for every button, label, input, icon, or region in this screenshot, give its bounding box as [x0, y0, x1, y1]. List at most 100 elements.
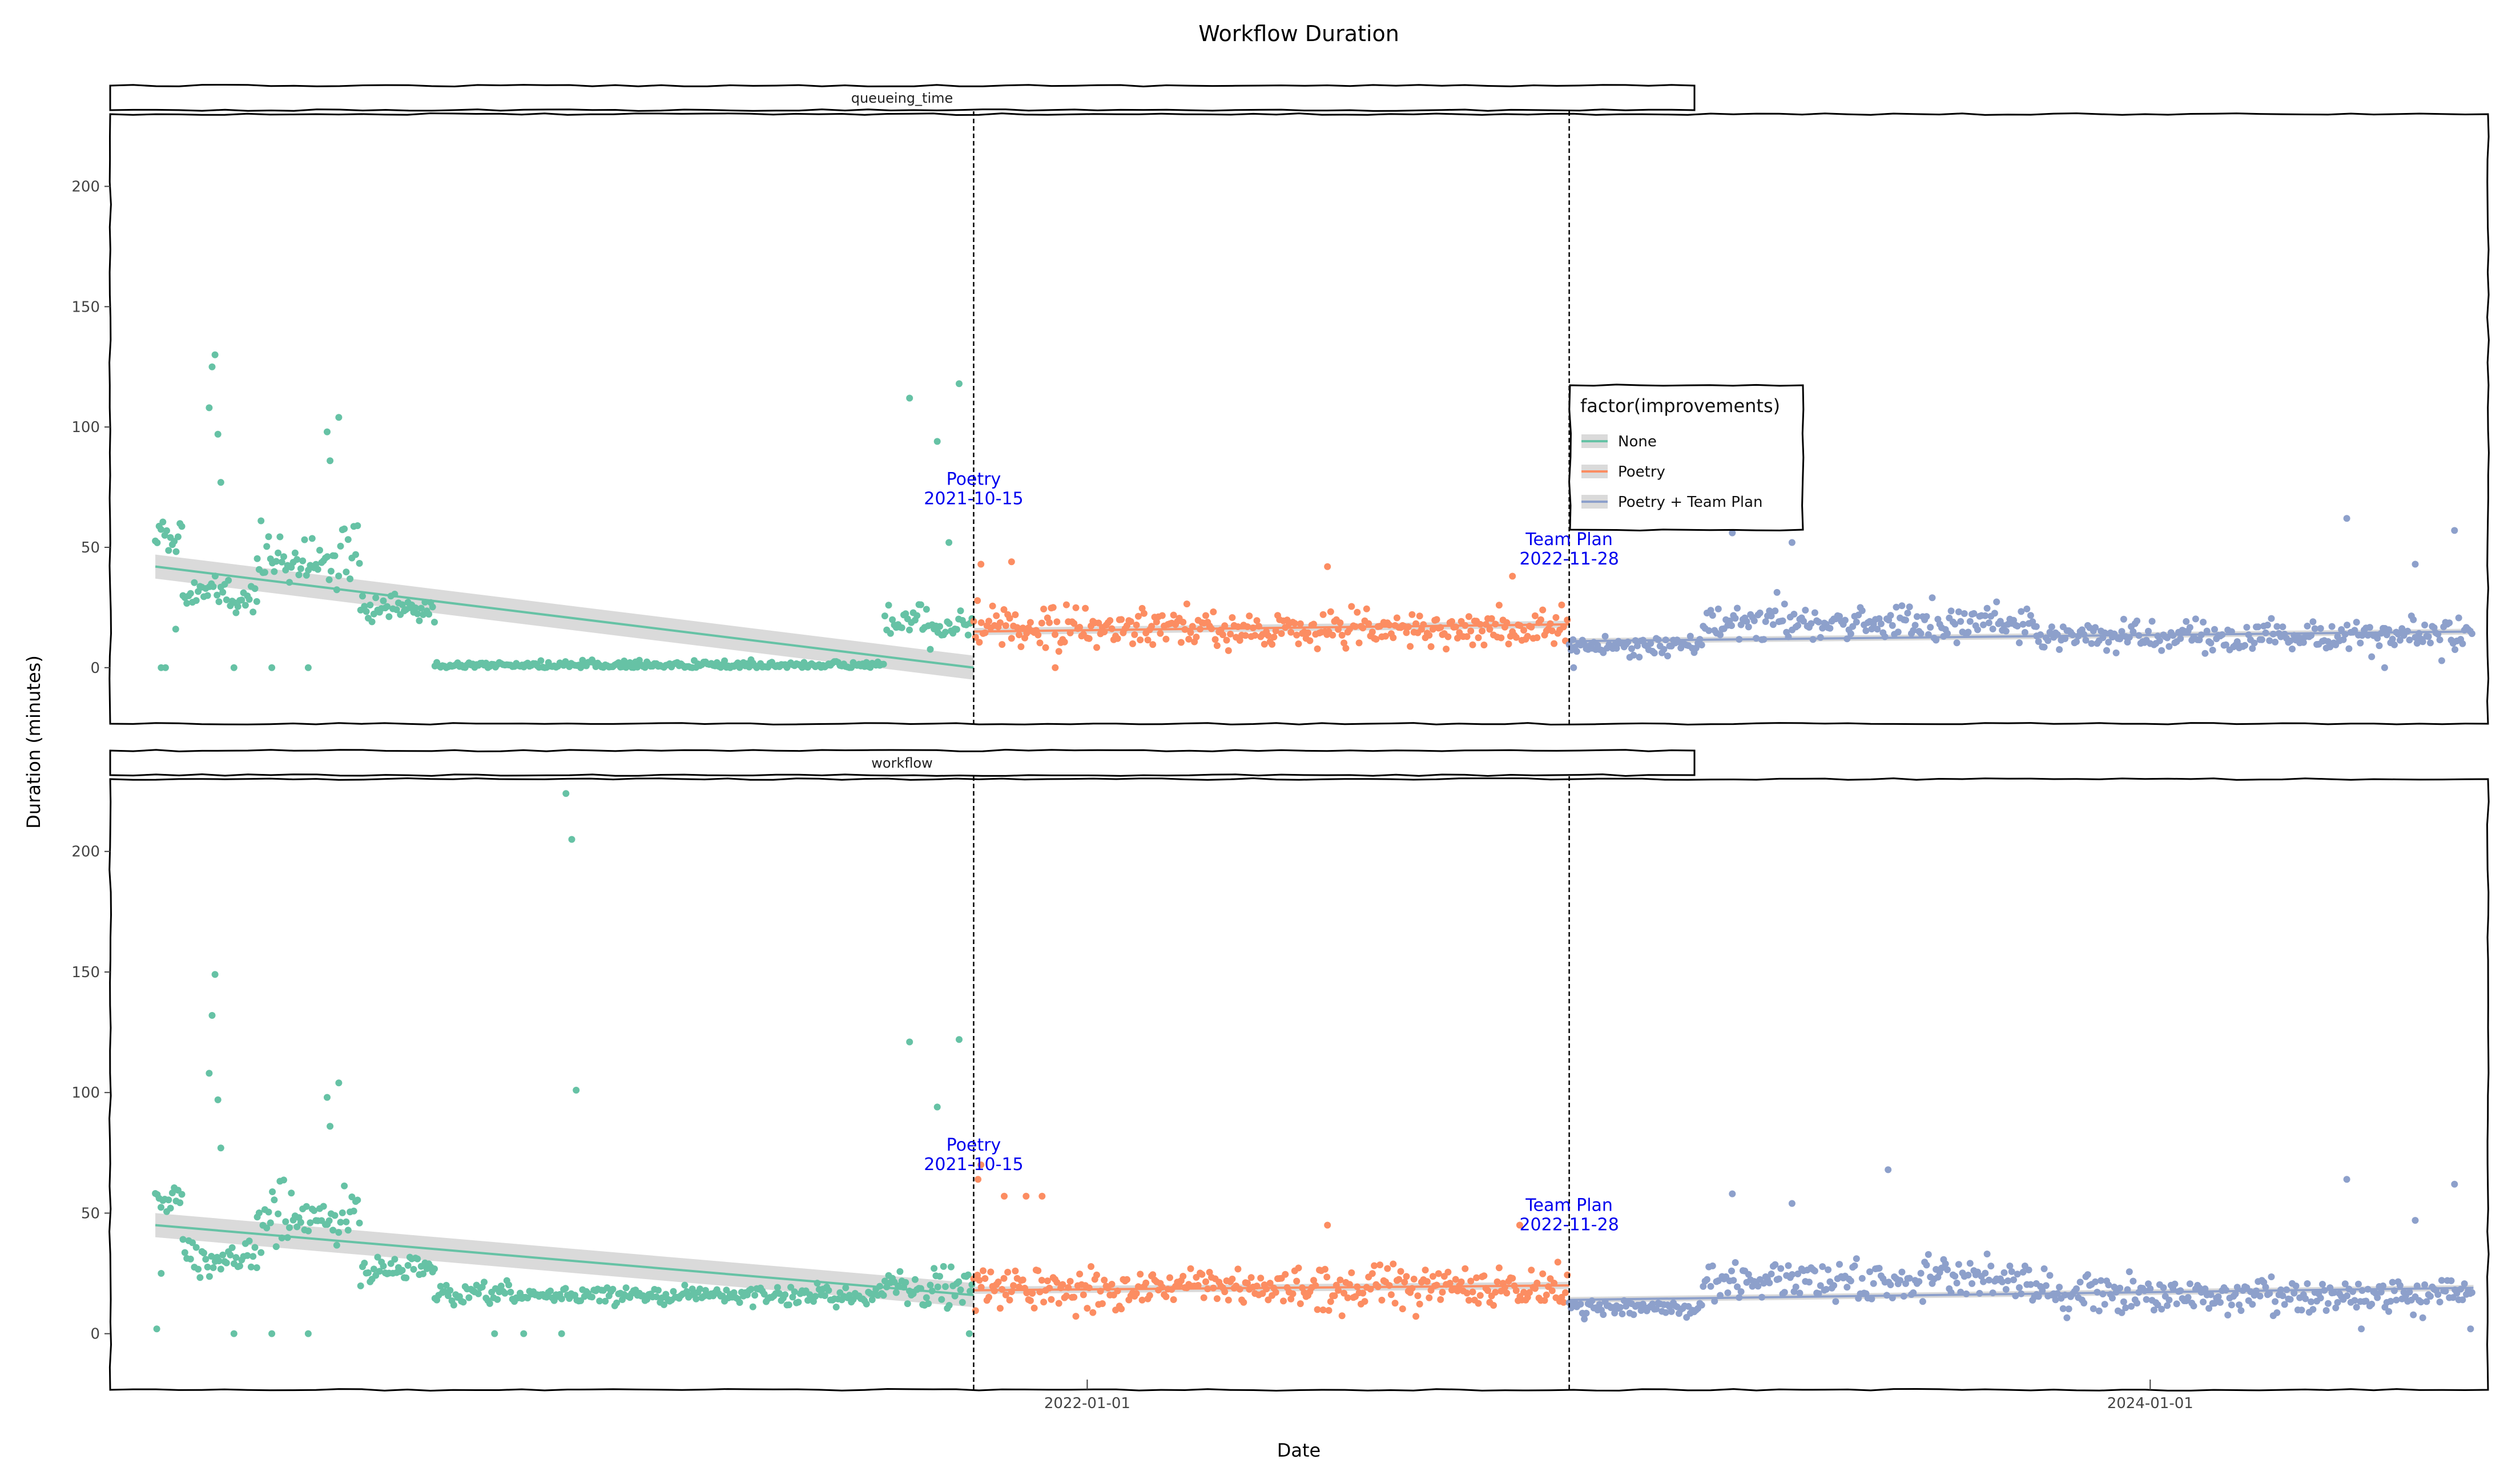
- data-point: [2073, 638, 2080, 646]
- data-point: [927, 1281, 934, 1289]
- data-point: [1085, 635, 1093, 642]
- data-point: [1019, 1276, 1026, 1284]
- data-point: [1221, 622, 1229, 630]
- data-point: [1010, 1282, 1017, 1289]
- data-point: [431, 1265, 438, 1272]
- data-point: [333, 1241, 340, 1249]
- data-point: [1790, 611, 1798, 618]
- data-point: [2183, 618, 2190, 625]
- data-point: [1775, 1275, 1782, 1283]
- y-axis-label: Duration (minutes): [23, 655, 45, 829]
- data-point: [301, 536, 308, 543]
- data-point: [917, 1285, 924, 1292]
- data-point: [327, 567, 335, 575]
- data-point: [1029, 1290, 1036, 1297]
- data-point: [1359, 1289, 1367, 1297]
- data-point: [249, 1253, 257, 1260]
- data-point: [955, 1278, 963, 1285]
- data-point: [1427, 1287, 1435, 1294]
- legend-entry-label: Poetry + Team Plan: [1618, 494, 1763, 511]
- data-point: [2095, 1307, 2103, 1314]
- data-point: [1700, 1283, 1707, 1290]
- data-point: [2147, 1285, 2154, 1292]
- data-point: [1070, 620, 1078, 627]
- data-point: [1384, 1265, 1391, 1272]
- data-point: [1229, 614, 1236, 621]
- data-point: [245, 596, 253, 603]
- data-point: [2394, 631, 2402, 638]
- data-point: [951, 1292, 959, 1300]
- data-point: [1583, 1309, 1590, 1317]
- data-point: [1989, 1289, 1996, 1297]
- data-point: [1052, 631, 1058, 638]
- data-point: [187, 590, 194, 597]
- data-point: [267, 1219, 274, 1227]
- data-point: [1448, 618, 1455, 625]
- data-point: [202, 1256, 210, 1263]
- data-point: [2311, 625, 2318, 632]
- data-point: [2116, 635, 2124, 643]
- data-point: [1531, 612, 1539, 619]
- data-point: [293, 556, 301, 563]
- data-point: [1982, 1269, 1989, 1277]
- data-point: [2109, 1295, 2116, 1302]
- data-point: [308, 535, 316, 542]
- data-point: [172, 548, 180, 555]
- data-point: [2344, 1292, 2351, 1300]
- data-point: [337, 542, 344, 550]
- data-point: [404, 1262, 412, 1269]
- data-point: [1437, 1296, 1444, 1303]
- data-point: [2019, 1268, 2027, 1276]
- data-point: [2340, 636, 2347, 643]
- data-point: [2101, 629, 2108, 636]
- data-point: [2255, 623, 2262, 631]
- data-point: [1127, 618, 1134, 625]
- data-point: [936, 1273, 943, 1280]
- data-point: [1889, 1295, 1896, 1301]
- data-point: [1717, 1292, 1724, 1299]
- data-point: [2332, 1304, 2340, 1312]
- data-point: [558, 1330, 565, 1337]
- data-point: [1866, 1268, 1873, 1276]
- trend-line: [155, 565, 974, 669]
- data-point: [1551, 1280, 1558, 1287]
- data-point: [2374, 635, 2381, 642]
- data-point: [1098, 1300, 1106, 1307]
- data-point: [1223, 636, 1230, 644]
- data-point: [2341, 631, 2349, 638]
- data-point: [1038, 619, 1045, 627]
- data-point: [1310, 620, 1317, 628]
- data-point: [974, 1272, 981, 1279]
- data-point: [911, 1276, 919, 1283]
- data-point: [1976, 1289, 1983, 1297]
- data-point: [230, 1330, 237, 1337]
- data-point: [1108, 1281, 1116, 1288]
- data-point: [2286, 1296, 2294, 1303]
- data-point: [1632, 637, 1639, 644]
- data-point: [1537, 616, 1544, 623]
- data-point: [1013, 624, 1021, 631]
- data-point: [1072, 1313, 1080, 1320]
- data-point: [1253, 1283, 1261, 1290]
- data-point: [1843, 1284, 1851, 1291]
- data-point: [2406, 1288, 2413, 1296]
- data-point: [2076, 1279, 2084, 1286]
- data-point: [602, 1297, 609, 1305]
- data-point: [2014, 1271, 2021, 1278]
- data-point: [2098, 1277, 2105, 1284]
- data-point: [1263, 1285, 1270, 1293]
- data-point: [2413, 1282, 2421, 1289]
- data-point: [234, 603, 241, 610]
- data-point: [981, 629, 989, 636]
- data-point: [1696, 636, 1704, 643]
- data-point: [1887, 612, 1894, 619]
- data-point: [1179, 1273, 1187, 1280]
- data-point: [2125, 1268, 2133, 1276]
- data-point: [214, 1096, 222, 1103]
- data-point: [774, 1284, 781, 1291]
- data-point: [179, 1236, 187, 1243]
- data-point: [341, 525, 348, 533]
- data-point: [210, 583, 217, 590]
- data-point: [1911, 622, 1919, 629]
- data-point: [1847, 1277, 1854, 1285]
